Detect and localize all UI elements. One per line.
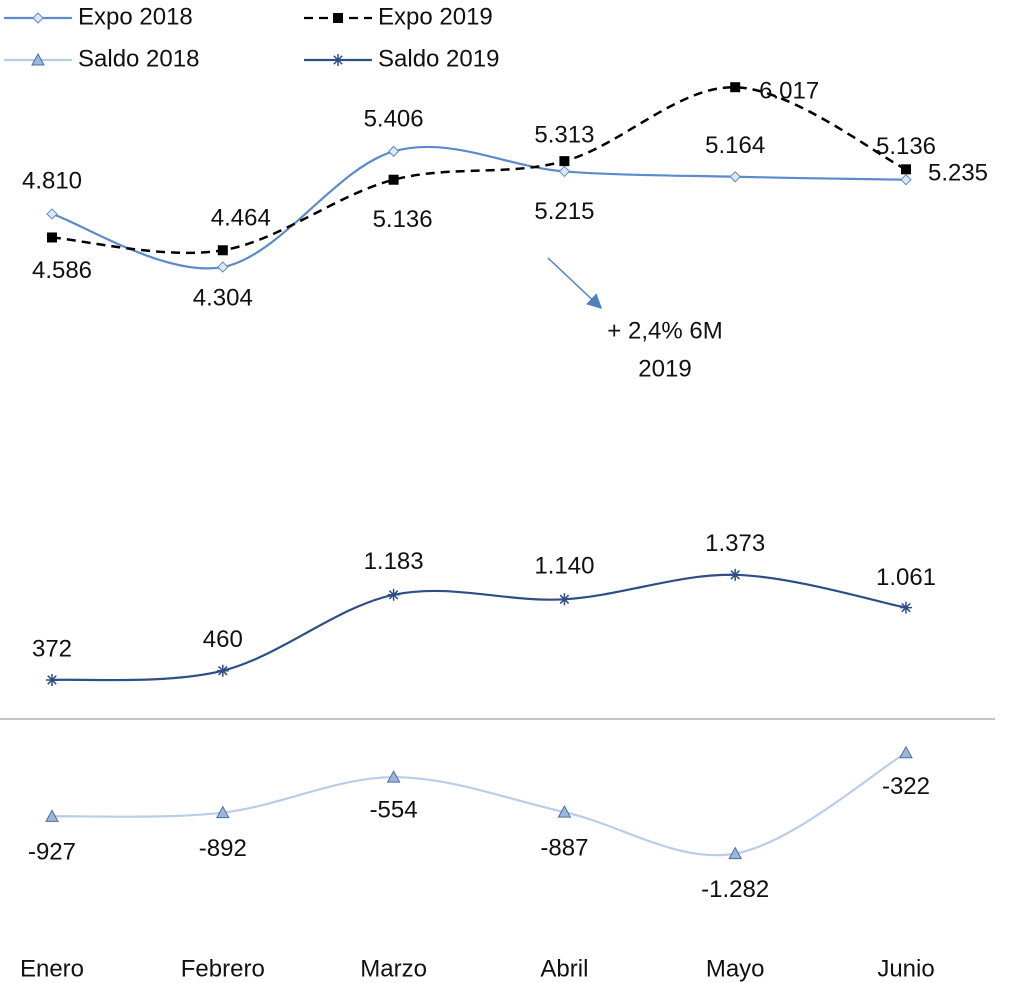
point (217, 245, 228, 256)
point (899, 745, 913, 759)
data-label: 4.810 (22, 167, 82, 194)
data-label: 460 (203, 626, 243, 653)
data-label: 1.373 (705, 530, 765, 557)
data-label: 5.164 (705, 132, 765, 159)
point (46, 673, 58, 686)
point (558, 593, 571, 606)
point (217, 261, 229, 273)
point (387, 145, 400, 158)
legend-marker (31, 52, 45, 66)
legend-marker (32, 12, 44, 24)
data-label: 6.017 (759, 78, 819, 105)
annotation-arrow (547, 257, 603, 310)
annotation: + 2,4% 6M (607, 317, 722, 344)
data-label: 5.313 (534, 121, 594, 148)
data-label: 5.136 (876, 133, 936, 160)
point (729, 568, 742, 581)
point (901, 164, 911, 175)
point (215, 805, 230, 819)
data-label: -887 (540, 834, 588, 861)
series-line (51, 145, 907, 270)
data-label: 5.136 (373, 206, 433, 233)
data-label: 5.215 (534, 198, 594, 225)
data-label: -1.282 (701, 876, 769, 903)
series-line (51, 85, 907, 255)
data-label: 1.183 (364, 548, 424, 575)
data-label: 1.140 (534, 553, 594, 580)
point (728, 846, 743, 860)
legend-label: Saldo 2018 (78, 45, 199, 72)
x-tick-label: Abril (540, 955, 588, 982)
data-label: 4.464 (211, 205, 271, 232)
data-label: -927 (28, 839, 76, 866)
legend-label: Expo 2018 (78, 3, 193, 30)
legend-label: Saldo 2019 (378, 45, 499, 72)
data-label: 5.406 (364, 106, 424, 133)
point (900, 174, 912, 186)
series-line (51, 573, 907, 682)
point (900, 601, 912, 614)
point (559, 156, 570, 167)
x-tick-label: Mayo (706, 955, 765, 982)
legend-label: Expo 2019 (378, 3, 493, 30)
legend-marker (333, 13, 343, 23)
data-label: 1.061 (876, 564, 936, 591)
data-label: 4.586 (32, 257, 92, 284)
point (387, 588, 400, 601)
point (388, 174, 399, 185)
annotation: 2019 (638, 355, 691, 382)
point (386, 770, 401, 783)
data-label: -892 (199, 835, 247, 862)
point (557, 805, 572, 818)
point (729, 171, 741, 183)
data-label: 372 (32, 635, 72, 662)
data-label: 4.304 (193, 284, 253, 311)
point (216, 664, 229, 677)
x-tick-label: Febrero (181, 955, 265, 982)
point (47, 232, 57, 243)
legend-marker (332, 54, 344, 66)
data-label: 5.235 (928, 160, 988, 187)
data-label: -322 (882, 773, 930, 800)
x-tick-label: Junio (877, 955, 934, 982)
point (45, 809, 59, 822)
point (730, 82, 741, 93)
point (558, 165, 571, 178)
x-tick-label: Marzo (360, 955, 427, 982)
data-label: -554 (370, 797, 418, 824)
series-line (51, 751, 907, 857)
point (46, 208, 58, 220)
x-tick-label: Enero (20, 955, 84, 982)
